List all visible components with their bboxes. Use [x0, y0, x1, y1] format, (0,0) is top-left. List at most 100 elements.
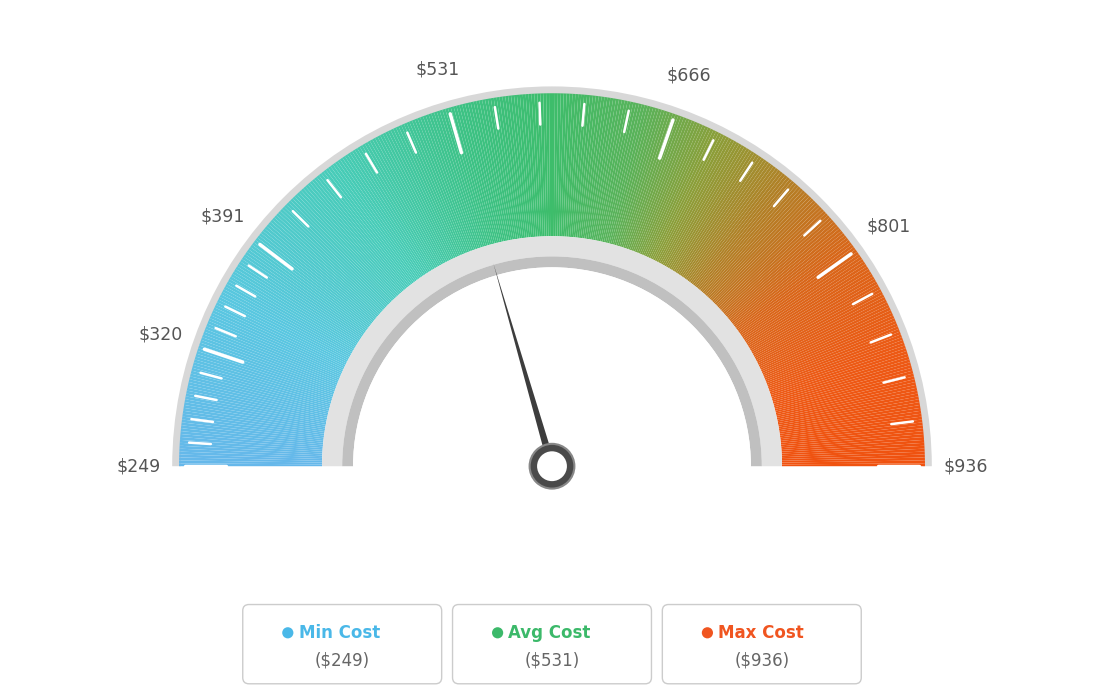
Wedge shape: [222, 289, 350, 359]
Wedge shape: [757, 297, 885, 364]
Wedge shape: [388, 130, 453, 259]
Wedge shape: [280, 209, 385, 308]
Wedge shape: [268, 221, 379, 317]
Text: $936: $936: [943, 457, 988, 475]
Wedge shape: [290, 198, 392, 302]
Wedge shape: [459, 104, 497, 244]
Wedge shape: [598, 101, 630, 242]
Wedge shape: [506, 96, 526, 238]
Wedge shape: [564, 94, 575, 237]
Wedge shape: [310, 181, 404, 291]
Wedge shape: [609, 105, 648, 244]
Wedge shape: [251, 245, 367, 331]
Wedge shape: [342, 257, 762, 466]
Wedge shape: [586, 97, 611, 239]
Wedge shape: [538, 93, 544, 237]
Wedge shape: [606, 104, 641, 243]
Text: $320: $320: [138, 326, 182, 344]
Wedge shape: [336, 161, 420, 279]
Wedge shape: [694, 173, 785, 287]
Wedge shape: [601, 101, 634, 242]
Wedge shape: [372, 138, 443, 265]
Wedge shape: [718, 207, 821, 308]
Wedge shape: [497, 97, 520, 239]
Wedge shape: [700, 181, 794, 291]
FancyBboxPatch shape: [662, 604, 861, 684]
Wedge shape: [778, 396, 919, 425]
Wedge shape: [183, 408, 325, 432]
Wedge shape: [749, 271, 871, 348]
Wedge shape: [648, 128, 711, 258]
Wedge shape: [782, 451, 925, 459]
Wedge shape: [753, 284, 879, 355]
Wedge shape: [434, 112, 481, 248]
Wedge shape: [775, 376, 915, 413]
Wedge shape: [607, 104, 645, 244]
Wedge shape: [590, 98, 616, 239]
Wedge shape: [666, 142, 740, 267]
Wedge shape: [456, 105, 495, 244]
Wedge shape: [760, 305, 890, 368]
Wedge shape: [641, 123, 700, 255]
Wedge shape: [722, 215, 830, 313]
Wedge shape: [552, 93, 555, 236]
Wedge shape: [410, 121, 466, 254]
Wedge shape: [754, 286, 880, 357]
Wedge shape: [502, 96, 523, 238]
Text: $801: $801: [867, 218, 911, 236]
Wedge shape: [560, 93, 566, 237]
Wedge shape: [270, 219, 380, 315]
Wedge shape: [172, 86, 932, 466]
Wedge shape: [546, 93, 550, 236]
Wedge shape: [781, 431, 924, 446]
Wedge shape: [203, 332, 338, 385]
Wedge shape: [181, 428, 323, 444]
Wedge shape: [229, 279, 353, 353]
Wedge shape: [772, 357, 910, 400]
Wedge shape: [691, 170, 781, 284]
Wedge shape: [763, 315, 894, 375]
Wedge shape: [187, 388, 327, 420]
Wedge shape: [665, 141, 736, 266]
Wedge shape: [754, 289, 882, 359]
Wedge shape: [630, 115, 681, 250]
Wedge shape: [782, 457, 925, 462]
Wedge shape: [238, 262, 360, 342]
Wedge shape: [213, 308, 343, 370]
Wedge shape: [764, 321, 896, 378]
Wedge shape: [736, 242, 852, 330]
Wedge shape: [354, 148, 432, 271]
Wedge shape: [644, 124, 703, 256]
Wedge shape: [182, 420, 323, 439]
Wedge shape: [766, 329, 900, 383]
Wedge shape: [179, 463, 322, 466]
Wedge shape: [698, 177, 789, 289]
Wedge shape: [276, 213, 383, 311]
Wedge shape: [713, 200, 816, 304]
Wedge shape: [543, 93, 549, 236]
Wedge shape: [584, 97, 607, 239]
Wedge shape: [710, 195, 809, 299]
Wedge shape: [202, 335, 337, 386]
Wedge shape: [743, 259, 863, 340]
Wedge shape: [378, 135, 446, 263]
Wedge shape: [465, 103, 500, 243]
Wedge shape: [522, 94, 535, 237]
Text: $666: $666: [666, 67, 711, 85]
Wedge shape: [732, 233, 845, 324]
Wedge shape: [312, 179, 405, 290]
Wedge shape: [701, 183, 796, 293]
Wedge shape: [210, 315, 341, 375]
Wedge shape: [581, 96, 602, 238]
Wedge shape: [749, 274, 873, 349]
Wedge shape: [259, 233, 372, 324]
Wedge shape: [184, 400, 326, 426]
Wedge shape: [189, 379, 328, 414]
Wedge shape: [687, 164, 774, 282]
Wedge shape: [777, 388, 917, 420]
Wedge shape: [353, 267, 751, 466]
Wedge shape: [767, 337, 903, 388]
Wedge shape: [777, 393, 919, 423]
Wedge shape: [529, 94, 540, 237]
Wedge shape: [380, 134, 447, 262]
